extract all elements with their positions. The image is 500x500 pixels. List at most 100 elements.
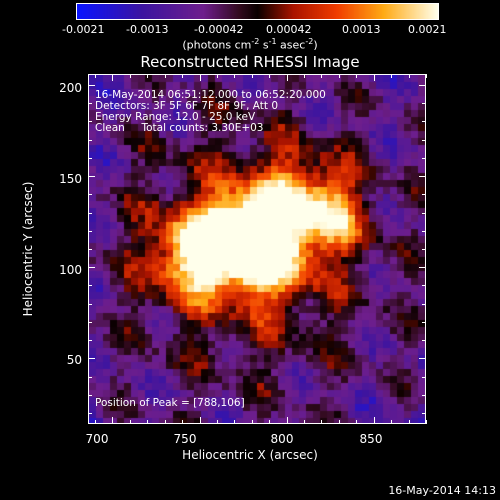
tick-mark	[426, 74, 427, 78]
tick-mark	[88, 157, 92, 159]
colorbar-tick: 0.00042	[266, 23, 312, 36]
colorbar-tick: 0.0021	[408, 23, 447, 36]
x-tick-label: 700	[85, 432, 109, 446]
tick-mark	[304, 420, 306, 424]
colorbar-tick: -0.0013	[126, 23, 169, 36]
tick-mark	[422, 121, 426, 123]
colorbar	[76, 3, 439, 20]
tick-mark	[422, 249, 426, 250]
tick-mark	[373, 74, 375, 81]
tick-mark	[422, 103, 426, 105]
tick-mark	[419, 176, 426, 178]
tick-mark	[422, 376, 426, 378]
tick-mark	[422, 212, 426, 214]
tick-mark	[422, 413, 426, 415]
tick-mark	[419, 84, 426, 86]
x-axis-label: Heliocentric X (arcsec)	[182, 448, 318, 462]
colorbar-units: (photons cm-2 s-1 asec-2)	[182, 37, 318, 52]
tick-mark	[422, 194, 426, 196]
tick-mark	[408, 420, 410, 424]
tick-mark	[88, 103, 92, 105]
tick-mark	[408, 74, 410, 78]
tick-mark	[419, 267, 426, 269]
tick-mark	[88, 321, 92, 323]
tick-mark	[422, 321, 426, 323]
tick-mark	[356, 74, 358, 78]
tick-mark	[216, 420, 218, 424]
tick-mark	[422, 394, 426, 396]
tick-mark	[216, 74, 218, 78]
tick-mark	[422, 230, 426, 232]
tick-mark	[251, 420, 253, 424]
tick-mark	[88, 139, 92, 141]
tick-mark	[88, 121, 92, 123]
tick-mark	[88, 413, 92, 415]
plot-title: Reconstructed RHESSI Image	[140, 53, 360, 71]
tick-mark	[422, 285, 426, 287]
tick-mark	[88, 358, 95, 360]
colorbar-tick: -0.0021	[62, 23, 105, 36]
tick-mark	[88, 285, 92, 287]
tick-mark	[338, 74, 340, 78]
tick-mark	[321, 74, 323, 78]
tick-mark	[88, 176, 95, 178]
tick-mark	[391, 420, 393, 424]
tick-mark	[88, 376, 92, 378]
tick-mark	[286, 74, 288, 81]
tick-mark	[88, 249, 92, 250]
tick-mark	[356, 420, 358, 424]
tick-mark	[112, 417, 114, 424]
tick-mark	[304, 74, 306, 78]
tick-mark	[251, 74, 253, 78]
footer-timestamp: 16-May-2014 14:13	[388, 484, 496, 497]
tick-mark	[426, 420, 427, 424]
tick-mark	[88, 394, 92, 396]
tick-mark	[112, 74, 114, 81]
tick-mark	[199, 417, 201, 424]
tick-mark	[147, 74, 149, 78]
tick-mark	[164, 420, 166, 424]
tick-mark	[88, 267, 95, 269]
tick-mark	[419, 358, 426, 360]
tick-mark	[422, 157, 426, 159]
tick-mark	[321, 420, 323, 424]
energy-range-label: Energy Range: 12.0 - 25.0 keV	[95, 111, 256, 123]
tick-mark	[129, 74, 131, 78]
tick-mark	[199, 74, 201, 81]
tick-mark	[88, 84, 95, 86]
detectors-label: Detectors: 3F 5F 6F 7F 8F 9F, Att 0	[95, 100, 279, 112]
y-tick-label: 200	[59, 81, 82, 95]
x-tick-label: 750	[173, 432, 197, 446]
tick-mark	[422, 340, 426, 342]
plot-area: 16-May-2014 06:51:12.000 to 06:52:20.000…	[88, 74, 426, 424]
tick-mark	[269, 420, 271, 424]
heatmap-image	[89, 75, 425, 423]
y-tick-label: 100	[59, 263, 82, 277]
tick-mark	[94, 74, 96, 78]
clean-counts-label: Clean Total counts: 3.30E+03	[95, 122, 264, 134]
tick-mark	[129, 420, 131, 424]
tick-mark	[422, 303, 426, 305]
tick-mark	[391, 74, 393, 78]
x-tick-label: 850	[359, 432, 383, 446]
tick-mark	[88, 303, 92, 305]
tick-mark	[88, 340, 92, 342]
tick-mark	[88, 194, 92, 196]
y-tick-label: 50	[66, 353, 82, 367]
time-range-label: 16-May-2014 06:51:12.000 to 06:52:20.000	[95, 89, 326, 101]
tick-mark	[94, 420, 96, 424]
tick-mark	[88, 230, 92, 232]
tick-mark	[286, 417, 288, 424]
tick-mark	[373, 417, 375, 424]
colorbar-tick: 0.0013	[342, 23, 381, 36]
peak-position-label: Position of Peak = [788,106]	[95, 397, 245, 409]
tick-mark	[147, 420, 149, 424]
tick-mark	[269, 74, 271, 78]
y-tick-label: 150	[59, 172, 82, 186]
tick-mark	[88, 212, 92, 214]
colorbar-tick: -0.00042	[194, 23, 244, 36]
tick-mark	[234, 420, 236, 424]
tick-mark	[338, 420, 340, 424]
y-axis-label: Heliocentric Y (arcsec)	[21, 181, 35, 317]
tick-mark	[164, 74, 166, 78]
